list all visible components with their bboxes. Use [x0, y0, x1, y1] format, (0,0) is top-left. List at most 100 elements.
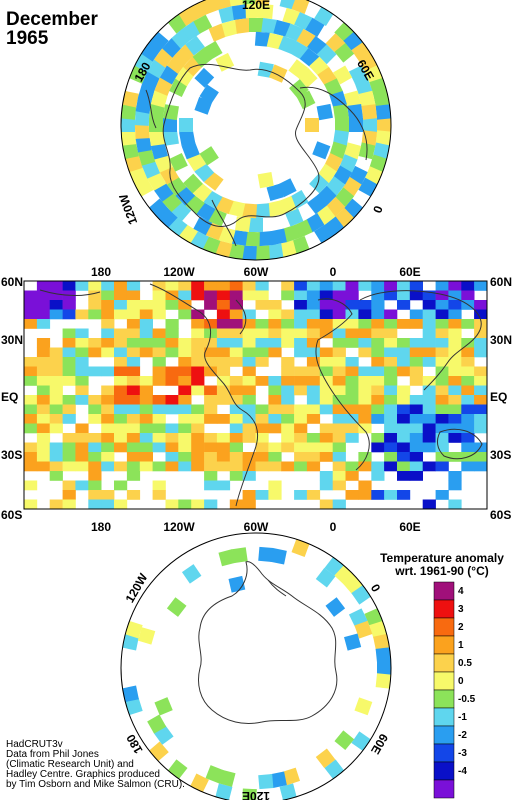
anomaly-cell [422, 290, 436, 301]
anomaly-cell [332, 395, 346, 405]
anomaly-cell [24, 290, 38, 301]
anomaly-cell [126, 357, 141, 367]
anomaly-cell [258, 546, 274, 562]
anomaly-cell [191, 319, 205, 329]
anomaly-cell [191, 328, 205, 339]
anomaly-cell [88, 414, 102, 424]
anomaly-cell [191, 433, 205, 443]
anomaly-cell [409, 366, 423, 377]
anomaly-cell [235, 18, 251, 34]
anomaly-cell [178, 395, 192, 405]
anomaly-cell [319, 300, 333, 310]
anomaly-cell [126, 385, 141, 396]
south-anomaly-cells [122, 539, 391, 800]
anomaly-cell [294, 442, 308, 453]
anomaly-cell [358, 395, 372, 405]
anomaly-cell [75, 452, 89, 462]
anomaly-cell [474, 366, 487, 377]
anomaly-cell [101, 290, 115, 301]
anomaly-cell [126, 414, 141, 424]
anomaly-cell [332, 357, 346, 367]
anomaly-cell [345, 357, 359, 367]
anomaly-cell [397, 290, 411, 301]
anomaly-cell [62, 395, 76, 405]
anomaly-cell [204, 281, 218, 291]
anomaly-cell [333, 104, 349, 121]
anomaly-cell [36, 414, 51, 424]
anomaly-cell [62, 442, 76, 453]
legend-swatch-label: -3 [458, 748, 467, 759]
anomaly-cell [229, 442, 243, 453]
anomaly-cell [474, 347, 487, 358]
anomaly-cell [185, 35, 205, 56]
main-right-label-eq: EQ [490, 390, 507, 404]
anomaly-cell [75, 281, 89, 291]
anomaly-cell [114, 404, 128, 415]
anomaly-cell [228, 243, 245, 260]
anomaly-cell [36, 385, 51, 396]
anomaly-cell [294, 452, 308, 462]
anomaly-cell [204, 385, 218, 396]
anomaly-cell [397, 490, 411, 500]
anomaly-cell [62, 452, 76, 462]
anomaly-cell [306, 385, 321, 396]
anomaly-cell [215, 0, 233, 10]
anomaly-cell [101, 490, 115, 500]
anomaly-cell [178, 499, 192, 509]
anomaly-cell [409, 309, 423, 320]
main-top-label-180: 180 [91, 265, 111, 279]
anomaly-cell [332, 461, 346, 472]
anomaly-cell [126, 300, 141, 310]
anomaly-cell [24, 395, 38, 405]
anomaly-cell [36, 338, 51, 348]
anomaly-cell [474, 376, 487, 386]
anomaly-cell [334, 42, 355, 63]
anomaly-cell [409, 414, 423, 424]
legend-swatch-label: 0.5 [458, 658, 472, 669]
legend-swatch [433, 779, 455, 799]
anomaly-cell [306, 452, 321, 462]
anomaly-cell [332, 281, 346, 291]
anomaly-cell [335, 118, 349, 132]
anomaly-cell [165, 499, 179, 509]
legend-swatch [433, 653, 455, 673]
anomaly-cell [268, 309, 282, 320]
anomaly-cell [273, 19, 291, 37]
anomaly-cell [332, 319, 346, 329]
anomaly-cell [49, 442, 63, 453]
anomaly-cell [126, 319, 141, 329]
anomaly-cell [204, 442, 218, 453]
anomaly-cell [448, 480, 462, 491]
anomaly-cell [139, 385, 153, 396]
anomaly-cell [435, 281, 449, 291]
anomaly-cell [245, 3, 260, 19]
anomaly-cell [114, 366, 128, 377]
anomaly-cell [121, 104, 137, 120]
anomaly-cell [435, 395, 449, 405]
anomaly-cell [345, 414, 359, 424]
legend-swatch-label: 4 [458, 586, 464, 597]
anomaly-cell [345, 471, 359, 481]
anomaly-cell [165, 281, 179, 291]
anomaly-cell [24, 423, 38, 434]
anomaly-cell [139, 395, 153, 405]
anomaly-cell [258, 774, 274, 790]
anomaly-cell [229, 404, 243, 415]
credits-line5: by Tim Osborn and Mike Salmon (CRU). [6, 779, 185, 790]
anomaly-cell [306, 366, 321, 377]
main-top-label-60e: 60E [399, 265, 420, 279]
anomaly-cell [375, 130, 391, 146]
anomaly-cell [267, 243, 284, 260]
anomaly-cell [364, 65, 383, 84]
anomaly-cell [242, 328, 256, 339]
anomaly-cell [319, 357, 333, 367]
anomaly-cell [36, 376, 51, 386]
anomaly-cell [204, 366, 218, 377]
anomaly-cell [281, 414, 295, 424]
anomaly-cell [62, 281, 76, 291]
anomaly-cell [358, 300, 372, 310]
anomaly-cell [245, 231, 260, 247]
anomaly-cell [178, 281, 192, 291]
anomaly-cell [121, 130, 137, 146]
anomaly-cell [347, 104, 363, 120]
